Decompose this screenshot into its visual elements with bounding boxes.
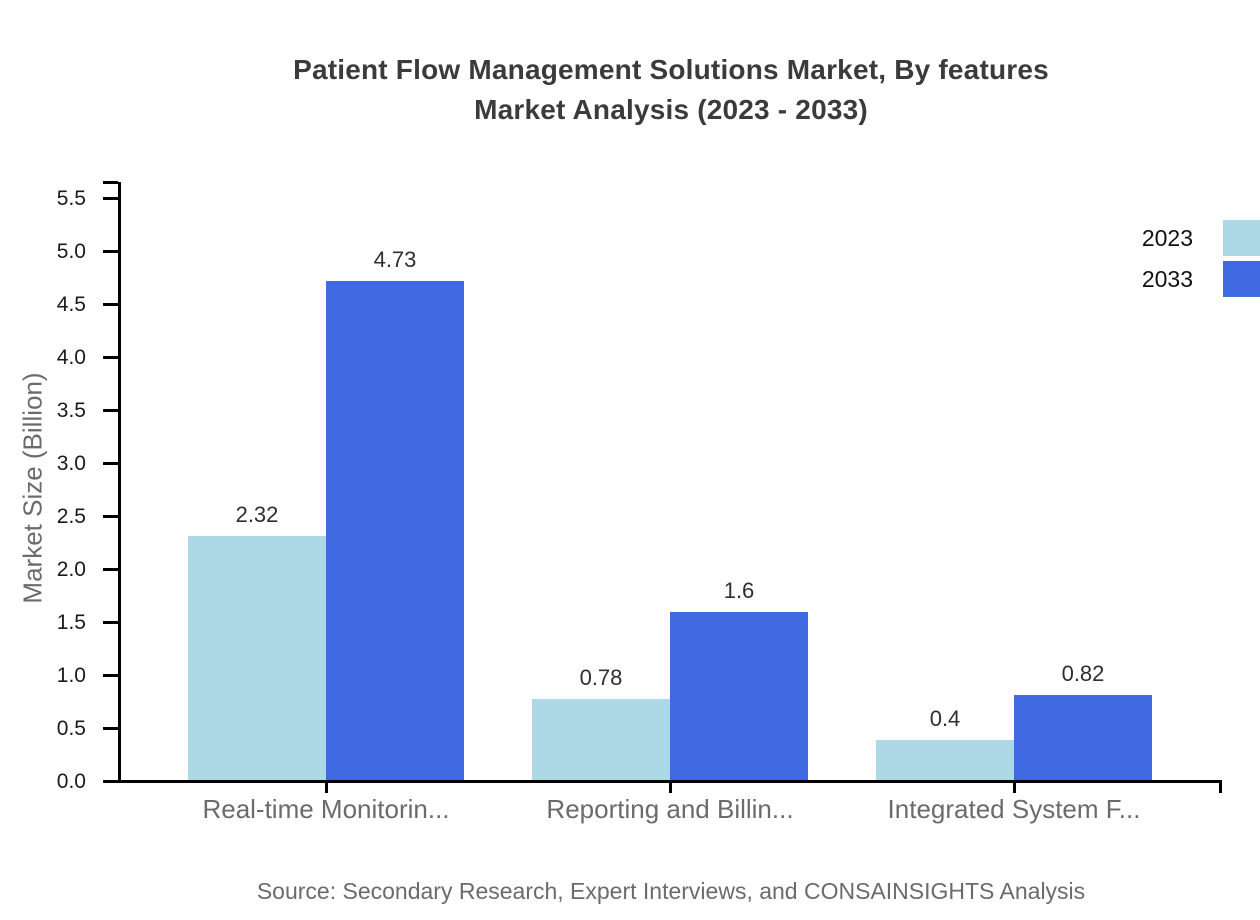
y-axis-tick [103, 674, 118, 677]
y-axis-tick [103, 727, 118, 730]
bar-value-label: 1.6 [723, 578, 755, 603]
y-axis-tick [103, 780, 118, 783]
x-axis-endcap [1219, 782, 1222, 793]
legend-swatch [1223, 220, 1260, 256]
y-axis-tick [103, 303, 118, 306]
legend-item-2023: 2023 [1142, 220, 1260, 256]
chart-title-line1: Patient Flow Management Solutions Market… [293, 54, 1049, 85]
legend-label: 2033 [1141, 266, 1193, 292]
bar-2023-series-2 [876, 740, 1014, 782]
chart-title: Patient Flow Management Solutions Market… [71, 50, 1260, 130]
legend-label: 2023 [1141, 225, 1193, 251]
source-note: Source: Secondary Research, Expert Inter… [256, 878, 1086, 904]
y-axis-tick [103, 409, 118, 412]
y-axis-tick-label: 1.0 [56, 664, 86, 687]
y-axis-tick-label: 2.0 [56, 558, 86, 581]
y-axis-tick [103, 568, 118, 571]
y-axis-endcap [103, 181, 118, 184]
x-axis-category-label: Real-time Monitorin... [202, 794, 450, 824]
x-axis-line [118, 780, 1222, 783]
y-axis-tick-label: 5.5 [56, 187, 86, 210]
bar-value-label: 0.82 [1061, 661, 1105, 686]
y-axis-line [118, 182, 121, 783]
legend: 2023 2033 [1142, 220, 1260, 297]
x-axis-tick [669, 782, 672, 793]
bar-2033-series-2 [1014, 695, 1152, 782]
bar-2023-series-1 [532, 699, 670, 782]
bar-2033-series-0 [326, 281, 464, 782]
y-axis-tick [103, 250, 118, 253]
y-axis-tick-label: 0.5 [56, 717, 86, 740]
y-axis-tick [103, 621, 118, 624]
y-axis-tick-label: 4.0 [56, 346, 86, 369]
bar-value-label: 0.78 [579, 665, 623, 690]
bar-2023-series-0 [188, 536, 326, 782]
y-axis-tick-label: 3.5 [56, 399, 86, 422]
y-axis-tick [103, 356, 118, 359]
chart-title-line2: Market Analysis (2023 - 2033) [474, 94, 868, 125]
bar-value-label: 0.4 [929, 706, 961, 731]
bar-value-label: 4.73 [373, 247, 417, 272]
bar-value-label: 2.32 [235, 502, 279, 527]
y-axis-tick [103, 197, 118, 200]
y-axis-tick-label: 5.0 [56, 240, 86, 263]
legend-swatch [1223, 261, 1260, 297]
x-axis-category-label: Reporting and Billin... [546, 794, 794, 824]
x-axis-category-label: Integrated System F... [887, 794, 1141, 824]
y-axis-tick-label: 0.0 [56, 770, 86, 793]
y-axis-tick-label: 3.0 [56, 452, 86, 475]
x-axis-tick [1013, 782, 1016, 793]
y-axis-tick-label: 4.5 [56, 293, 86, 316]
y-axis-tick [103, 462, 118, 465]
legend-item-2033: 2033 [1142, 261, 1260, 297]
y-axis-tick-label: 2.5 [56, 505, 86, 528]
x-axis-tick [325, 782, 328, 793]
y-axis-tick [103, 515, 118, 518]
bar-2033-series-1 [670, 612, 808, 782]
y-axis-tick-label: 1.5 [56, 611, 86, 634]
